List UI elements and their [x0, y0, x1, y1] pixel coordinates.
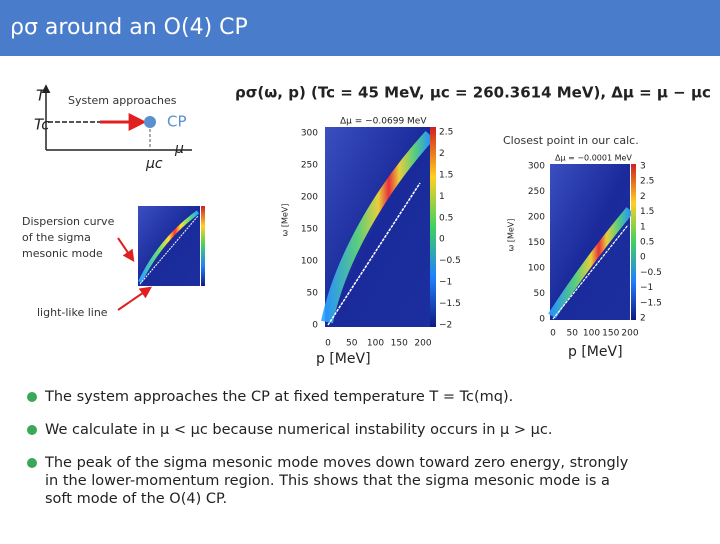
y-tick-label: 50 — [307, 289, 319, 299]
x-tick-label: 50 — [567, 329, 579, 339]
y-axis-label: ω [MeV] — [281, 204, 290, 237]
bullet-dot — [27, 392, 37, 402]
y-tick-label: 300 — [301, 129, 318, 139]
y-tick-label: 200 — [528, 213, 545, 223]
x-tick-label: 200 — [414, 339, 431, 349]
colorbar-tick-label: 1 — [640, 222, 646, 232]
colorbar-tick-label: −1 — [640, 283, 653, 293]
colorbar-tick-label: −1.5 — [640, 298, 662, 308]
bullet-text: soft mode of the O(4) CP. — [45, 491, 227, 507]
tc-label: Tc — [34, 116, 50, 134]
y-tick-label: 200 — [301, 193, 318, 203]
thumbnail-plot — [138, 206, 205, 286]
phase-sketch — [41, 84, 192, 151]
heatmap-right — [548, 164, 636, 320]
colorbar-tick-label: −2 — [439, 321, 452, 331]
muc-label: μc — [145, 156, 163, 172]
colorbar-tick-label: 2.5 — [640, 177, 654, 187]
colorbar-tick-label: 2 — [640, 192, 646, 202]
x-tick-label: 100 — [583, 329, 600, 339]
colorbar-tick-label: 0 — [640, 253, 646, 263]
colorbar-tick-label: −0.5 — [439, 256, 461, 266]
y-tick-label: 150 — [301, 225, 318, 235]
y-tick-label: 250 — [528, 187, 545, 197]
dispersion-note: of the sigma — [22, 231, 91, 244]
x-tick-label: 0 — [550, 329, 556, 339]
delta-label: Δμ = −0.0699 MeV — [340, 117, 427, 127]
y-axis-label: ω [MeV] — [507, 219, 516, 252]
plots-heading: ρσ(ω, p) (Tc = 45 MeV, μc = 260.3614 MeV… — [235, 84, 711, 102]
colorbar-tick-label: 2 — [640, 314, 646, 324]
dispersion-note: mesonic mode — [22, 247, 103, 260]
x-tick-label: 200 — [621, 329, 638, 339]
mu-axis: μ — [174, 141, 184, 157]
approach-label: System approaches — [68, 94, 177, 107]
colorbar-tick-label: 1.5 — [640, 207, 654, 217]
x-tick-label: 50 — [346, 339, 358, 349]
pointer-arrow — [117, 237, 135, 262]
y-tick-label: 300 — [528, 162, 545, 172]
x-tick-label: 150 — [391, 339, 408, 349]
y-tick-label: 150 — [528, 238, 545, 248]
colorbar-tick-label: 0 — [439, 235, 445, 245]
title-bar — [0, 0, 720, 56]
colorbar-tick-label: −1.5 — [439, 299, 461, 309]
y-tick-label: 0 — [312, 321, 318, 331]
colorbar-tick-label: 0.5 — [439, 213, 453, 223]
y-tick-label: 50 — [534, 289, 546, 299]
colorbar-tick-label: 2 — [439, 149, 445, 159]
pointer-arrow — [117, 286, 152, 311]
x-axis-label: p [MeV] — [316, 351, 371, 367]
x-tick-label: 100 — [367, 339, 384, 349]
y-tick-label: 100 — [528, 264, 545, 274]
colorbar-tick-label: −1 — [439, 278, 452, 288]
x-tick-label: 150 — [602, 329, 619, 339]
colorbar-tick-label: 1.5 — [439, 170, 453, 180]
x-axis-label: p [MeV] — [568, 344, 623, 360]
caption: Closest point in our calc. — [503, 134, 639, 147]
colorbar-tick-label: −0.5 — [640, 268, 662, 278]
t-axis: T — [36, 87, 47, 105]
y-tick-label: 0 — [539, 315, 545, 325]
bullet-dot — [27, 425, 37, 435]
y-tick-label: 100 — [301, 257, 318, 267]
x-tick-label: 0 — [325, 339, 331, 349]
colorbar-tick-label: 0.5 — [640, 238, 654, 248]
bullet-text: in the lower-momentum region. This shows… — [45, 473, 610, 489]
delta-label: Δμ = −0.0001 MeV — [555, 154, 632, 163]
slide-title: ρσ around an O(4) CP — [10, 15, 248, 40]
bullet-text: We calculate in μ < μc because numerical… — [45, 422, 552, 438]
bullet-text: The peak of the sigma mesonic mode moves… — [44, 455, 629, 471]
heatmap-left — [321, 127, 436, 327]
lightlike-note: light-like line — [37, 306, 108, 319]
dispersion-note: Dispersion curve — [22, 215, 115, 228]
y-tick-label: 250 — [301, 161, 318, 171]
bullet-text: The system approaches the CP at fixed te… — [44, 389, 513, 405]
colorbar-tick-label: 1 — [439, 192, 445, 202]
cp-label: CP — [167, 113, 187, 131]
bullet-dot — [27, 458, 37, 468]
colorbar-tick-label: 2.5 — [439, 128, 453, 138]
colorbar-tick-label: 3 — [640, 162, 646, 172]
